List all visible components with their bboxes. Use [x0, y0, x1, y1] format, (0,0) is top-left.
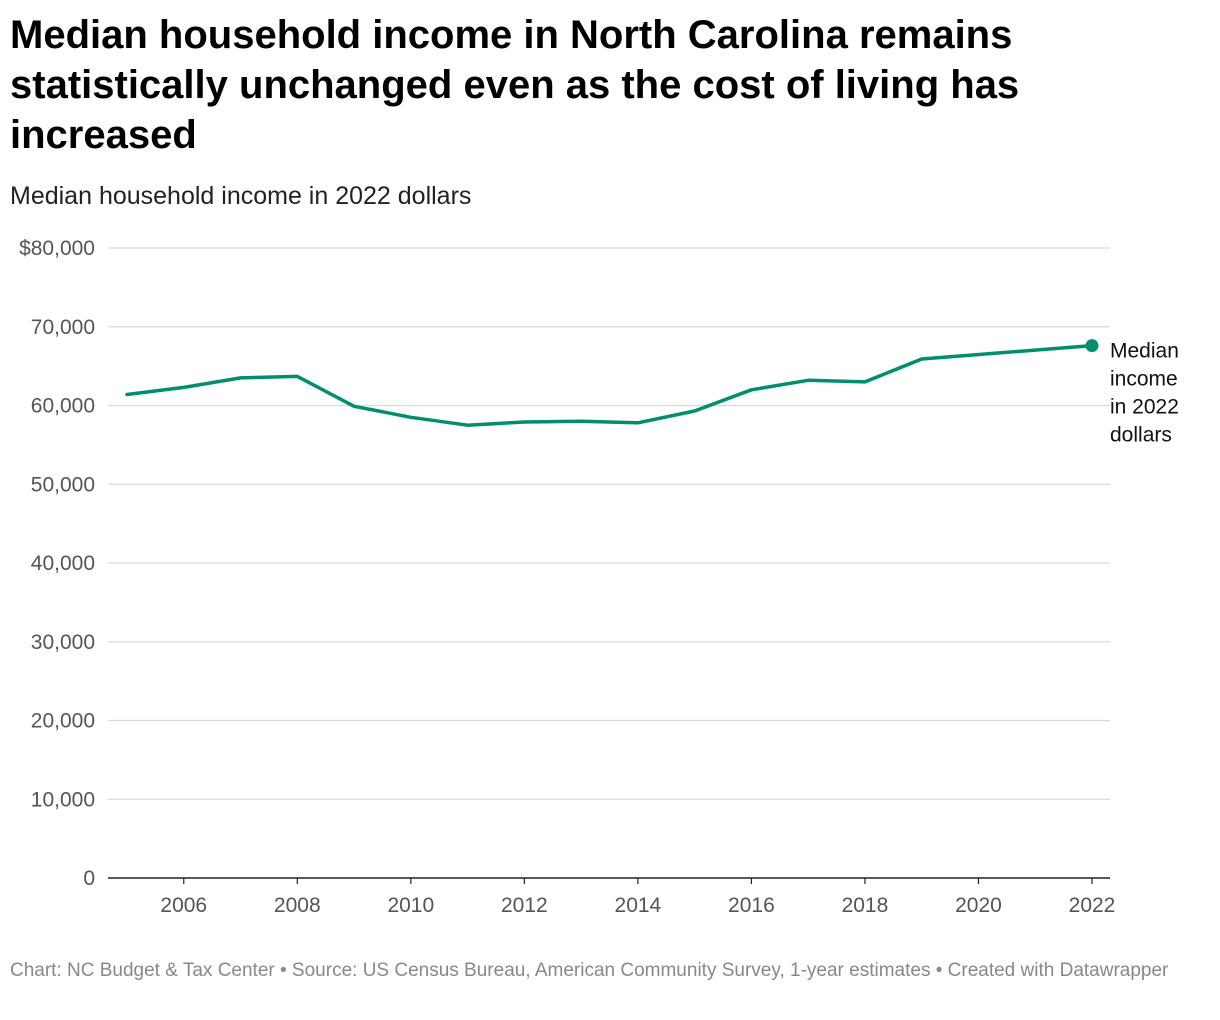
- series-label-line: income: [1110, 368, 1178, 391]
- line-chart: 0 10,000 20,000 30,000 40,000 50,000 60,000 70,…: [19, 237, 1179, 917]
- series-label-line: Median: [1110, 340, 1179, 363]
- y-tick-label: 40,000: [31, 552, 95, 575]
- series-layer: [125, 339, 1099, 427]
- y-tick-label: 10,000: [31, 788, 95, 811]
- series-line: [125, 343, 1094, 427]
- y-tick-label: 30,000: [31, 631, 95, 654]
- x-tick-label: 2020: [955, 894, 1002, 917]
- chart-footer: Chart: NC Budget & Tax Center • Source: …: [10, 960, 1169, 981]
- chart-title: Median household income in North Carolin…: [10, 13, 1020, 157]
- gridlines: [108, 247, 1110, 879]
- y-tick-label: 0: [83, 867, 95, 890]
- y-tick-label: $80,000: [19, 237, 95, 260]
- y-tick-label: 50,000: [31, 473, 95, 496]
- series-endpoint-marker: [1085, 339, 1099, 353]
- x-tick-label: 2006: [160, 894, 207, 917]
- series-label-line: dollars: [1110, 424, 1172, 447]
- x-tick-label: 2012: [501, 894, 548, 917]
- x-tick-label: 2022: [1069, 894, 1116, 917]
- y-tick-label: 70,000: [31, 316, 95, 339]
- x-tick-label: 2010: [387, 894, 434, 917]
- y-axis-ticks: 0 10,000 20,000 30,000 40,000 50,000 60,000 70,…: [19, 237, 95, 890]
- y-tick-label: 20,000: [31, 710, 95, 733]
- y-tick-label: 60,000: [31, 395, 95, 418]
- x-tick-label: 2018: [842, 894, 889, 917]
- x-axis-ticks: 2006 2008 2010 2012 2014 2016 2018 2020 2022: [160, 878, 1115, 917]
- series-label-line: in 2022: [1110, 396, 1179, 419]
- chart-subtitle: Median household income in 2022 dollars: [10, 182, 472, 210]
- series-label-layer: Median income in 2022 dollars: [1110, 340, 1179, 447]
- x-tick-label: 2008: [274, 894, 321, 917]
- x-tick-label: 2014: [615, 894, 662, 917]
- x-tick-label: 2016: [728, 894, 775, 917]
